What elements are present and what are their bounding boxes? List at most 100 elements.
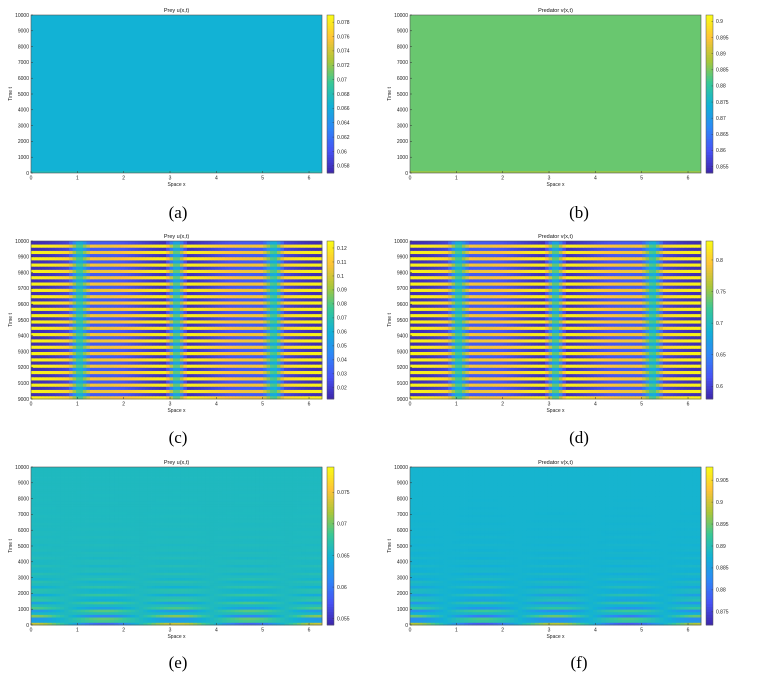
y-tick-label-e: 1000 bbox=[18, 607, 29, 613]
panel-d: Predator v(x,t) Space x Time t 0 1 2 3 4 5 6 9000 9… bbox=[379, 226, 758, 452]
y-tick-label-b: 3000 bbox=[397, 123, 408, 129]
colorbar-tick-label-b: 0.9 bbox=[716, 19, 723, 25]
y-tick-label-c: 9900 bbox=[18, 255, 29, 261]
colorbar-tick-label-a: 0.074 bbox=[337, 49, 350, 55]
colorbar-tick-label-e: 0.065 bbox=[337, 553, 350, 559]
colorbar-tick-label-d: 0.7 bbox=[716, 321, 723, 327]
y-tick-label-e: 9000 bbox=[18, 481, 29, 487]
y-tick-label-f: 7000 bbox=[397, 512, 408, 518]
colorbar-tick-label-a: 0.062 bbox=[337, 135, 350, 141]
x-tick-label-b: 3 bbox=[548, 176, 551, 182]
colorbar-a: 0.058 0.06 0.062 0.064 0.066 0.068 0.07 0.072 0.… bbox=[326, 14, 350, 174]
colorbar-tick-label-c: 0.12 bbox=[337, 246, 347, 252]
y-tick-label-b: 0 bbox=[405, 171, 408, 177]
colorbar-tick-label-a: 0.058 bbox=[337, 164, 350, 170]
colorbar-tick-label-f: 0.88 bbox=[716, 588, 726, 594]
y-tick-label-a: 10000 bbox=[15, 13, 29, 19]
y-tick-label-b: 9000 bbox=[397, 29, 408, 35]
y-axis-label-a: Time t bbox=[8, 87, 14, 101]
colorbar-tick-label-a: 0.068 bbox=[337, 92, 350, 98]
x-tick-label-c: 3 bbox=[169, 402, 172, 408]
y-tick-label-f: 0 bbox=[405, 623, 408, 629]
y-tick-label-a: 3000 bbox=[18, 123, 29, 129]
colorbar-tick-label-c: 0.02 bbox=[337, 386, 347, 392]
y-tick-label-b: 8000 bbox=[397, 44, 408, 50]
colorbar-tick-label-a: 0.07 bbox=[337, 77, 347, 83]
y-tick-label-f: 5000 bbox=[397, 544, 408, 550]
colorbar-tick-label-a: 0.066 bbox=[337, 106, 350, 112]
chart-title-d: Predator v(x,t) bbox=[538, 234, 573, 240]
colorbar-tick-label-e: 0.06 bbox=[337, 585, 347, 591]
colorbar-tick-label-f: 0.9 bbox=[716, 500, 723, 506]
y-tick-label-f: 4000 bbox=[397, 560, 408, 566]
y-axis-label-e: Time t bbox=[8, 539, 14, 553]
colorbar-tick-label-c: 0.03 bbox=[337, 372, 347, 378]
y-tick-label-c: 9800 bbox=[18, 270, 29, 276]
y-tick-label-b: 4000 bbox=[397, 108, 408, 114]
y-tick-label-d: 9300 bbox=[397, 349, 408, 355]
y-tick-label-d: 9400 bbox=[397, 334, 408, 340]
y-tick-label-d: 9700 bbox=[397, 286, 408, 292]
colorbar-tick-label-c: 0.1 bbox=[337, 274, 344, 280]
y-tick-label-d: 9800 bbox=[397, 270, 408, 276]
y-tick-label-e: 5000 bbox=[18, 544, 29, 550]
x-tick-label-f: 4 bbox=[594, 628, 597, 634]
chart-title-b: Predator v(x,t) bbox=[538, 8, 573, 14]
caption-b: (b) bbox=[569, 203, 589, 222]
colorbar-e: 0.055 0.06 0.065 0.07 0.075 bbox=[326, 466, 350, 626]
y-tick-label-d: 9100 bbox=[397, 381, 408, 387]
colorbar-tick-label-b: 0.895 bbox=[716, 35, 729, 41]
heatmap-field-b bbox=[410, 15, 701, 173]
colorbar-b: 0.855 0.86 0.865 0.87 0.875 0.88 0.885 0.89 0.89… bbox=[705, 14, 729, 174]
caption-a: (a) bbox=[168, 203, 188, 222]
x-tick-label-f: 1 bbox=[455, 628, 458, 634]
y-tick-label-e: 8000 bbox=[18, 496, 29, 502]
y-tick-label-d: 9600 bbox=[397, 302, 408, 308]
panel-a: Prey u(x,t) Space x Time t 0 1 2 3 4 5 6 0 1000 2000… bbox=[0, 0, 379, 226]
colorbar-tick-label-c: 0.08 bbox=[337, 302, 347, 308]
colorbar-tick-label-c: 0.04 bbox=[337, 358, 347, 364]
heatmap-field-e bbox=[31, 467, 323, 626]
y-tick-label-d: 9500 bbox=[397, 318, 408, 324]
y-tick-label-a: 8000 bbox=[18, 44, 29, 50]
x-tick-label-d: 4 bbox=[594, 402, 597, 408]
x-tick-label-e: 0 bbox=[30, 628, 33, 634]
heatmap-field-f bbox=[410, 467, 702, 626]
y-tick-label-a: 5000 bbox=[18, 92, 29, 98]
chart-title-f: Predator v(x,t) bbox=[538, 460, 573, 466]
y-tick-label-f: 1000 bbox=[397, 607, 408, 613]
x-tick-label-c: 4 bbox=[215, 402, 218, 408]
y-tick-label-e: 0 bbox=[26, 623, 29, 629]
x-tick-label-a: 2 bbox=[122, 176, 125, 182]
field-a bbox=[31, 15, 322, 173]
x-tick-label-c: 0 bbox=[30, 402, 33, 408]
y-tick-label-e: 2000 bbox=[18, 591, 29, 597]
x-axis-label-f: Space x bbox=[546, 634, 565, 640]
chart-title-e: Prey u(x,t) bbox=[164, 460, 190, 466]
colorbar-tick-label-a: 0.072 bbox=[337, 63, 350, 69]
x-tick-label-f: 0 bbox=[409, 628, 412, 634]
x-tick-label-c: 2 bbox=[122, 402, 125, 408]
caption-d: (d) bbox=[569, 428, 589, 447]
y-axis-label-b: Time t bbox=[387, 87, 393, 101]
x-tick-label-c: 6 bbox=[308, 402, 311, 408]
colorbar-tick-label-a: 0.078 bbox=[337, 20, 350, 26]
y-tick-label-e: 6000 bbox=[18, 528, 29, 534]
y-tick-label-a: 9000 bbox=[18, 29, 29, 35]
chart-c: Prey u(x,t) Space x Time t 0 1 2 3 4 5 6 9000 9100 9… bbox=[8, 234, 347, 414]
colorbar-d: 0.6 0.65 0.7 0.75 0.8 bbox=[705, 240, 726, 400]
y-tick-label-f: 8000 bbox=[397, 496, 408, 502]
y-tick-label-e: 7000 bbox=[18, 512, 29, 518]
colorbar-tick-label-b: 0.865 bbox=[716, 132, 729, 138]
x-tick-label-c: 5 bbox=[261, 402, 264, 408]
y-tick-label-a: 0 bbox=[26, 171, 29, 177]
y-tick-label-b: 7000 bbox=[397, 60, 408, 66]
colorbar-tick-label-b: 0.875 bbox=[716, 100, 729, 106]
x-tick-label-e: 2 bbox=[122, 628, 125, 634]
colorbar-tick-label-c: 0.09 bbox=[337, 288, 347, 294]
y-tick-label-f: 10000 bbox=[394, 465, 408, 471]
chart-title-c: Prey u(x,t) bbox=[164, 234, 190, 240]
y-tick-label-c: 9500 bbox=[18, 318, 29, 324]
colorbar-tick-label-c: 0.05 bbox=[337, 344, 347, 350]
y-tick-label-c: 9000 bbox=[18, 397, 29, 403]
